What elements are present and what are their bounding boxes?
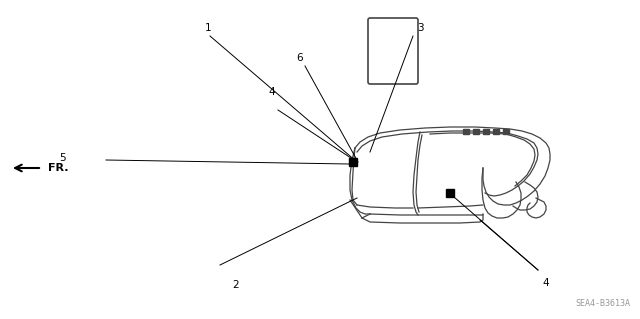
Text: 1: 1 (205, 23, 211, 33)
Text: 3: 3 (417, 23, 423, 33)
Bar (349, 158, 357, 166)
Text: 6: 6 (297, 53, 303, 63)
Text: 4: 4 (543, 278, 549, 288)
Bar (463, 129, 469, 134)
Text: SEA4-B3613A: SEA4-B3613A (575, 299, 630, 308)
Text: 4: 4 (269, 87, 275, 97)
Text: FR.: FR. (48, 163, 68, 173)
Text: 5: 5 (59, 153, 65, 163)
Bar (503, 129, 509, 134)
Text: 2: 2 (233, 280, 239, 290)
Bar (483, 129, 489, 134)
Bar (493, 129, 499, 134)
Bar (446, 189, 454, 197)
Bar (473, 129, 479, 134)
